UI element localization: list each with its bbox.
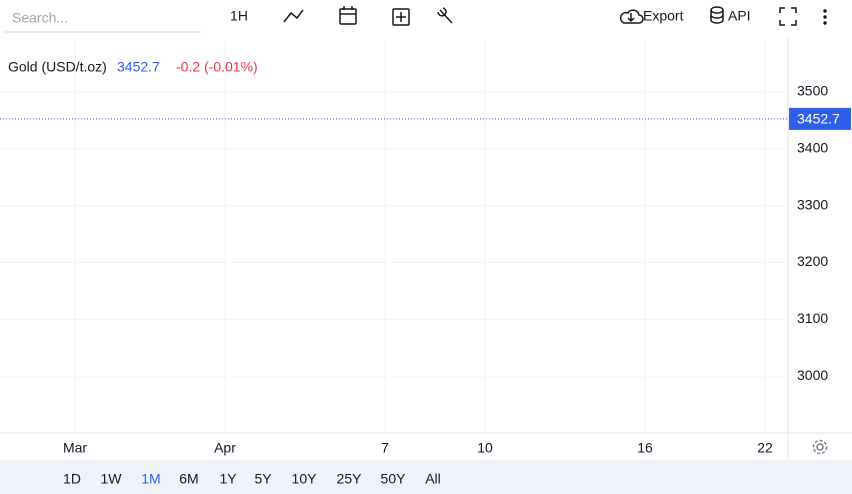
range-button[interactable]: All (425, 471, 441, 487)
range-bar (0, 460, 852, 494)
settings-icon[interactable] (812, 439, 828, 455)
range-button[interactable]: 50Y (381, 471, 407, 487)
last-price-box (789, 107, 851, 130)
x-tick-label: 7 (381, 440, 389, 456)
range-button[interactable]: 1M (141, 471, 160, 487)
x-tick-label: 10 (477, 440, 493, 456)
marks: 3452.7 (0, 107, 851, 130)
interval-button[interactable]: 1H (230, 8, 248, 24)
range-button[interactable]: 1Y (219, 471, 237, 487)
y-tick-label: 3000 (797, 367, 828, 383)
range-button[interactable]: 5Y (254, 471, 272, 487)
fullscreen-icon[interactable] (779, 7, 797, 26)
tools-icon[interactable] (437, 7, 453, 24)
api-icon[interactable] (710, 6, 724, 24)
add-icon[interactable] (392, 8, 410, 26)
search-input[interactable]: Search... (12, 10, 68, 26)
legend-change: -0.2 (-0.01%) (176, 59, 258, 75)
chart-type-icon[interactable] (283, 9, 304, 23)
y-tick-label: 3200 (797, 253, 828, 269)
calendar-icon[interactable] (339, 6, 357, 25)
api-button[interactable]: API (728, 8, 751, 24)
x-tick-label: 22 (757, 440, 773, 456)
x-tick-label: Apr (214, 440, 236, 456)
range-button[interactable]: 10Y (292, 471, 318, 487)
menu-icon[interactable] (823, 9, 827, 25)
grid: 3000 3100 3200 3300 3400 3500 Mar Apr 7 10 16 22 (0, 38, 828, 456)
range-buttons: 1D 1W 1M 6M 1Y 5Y 10Y 25Y 50Y All (63, 471, 441, 487)
range-button[interactable]: 1W (101, 471, 123, 487)
x-tick-label: 16 (637, 440, 653, 456)
range-button[interactable]: 1D (63, 471, 81, 487)
range-button[interactable]: 6M (179, 471, 198, 487)
y-tick-label: 3400 (797, 140, 828, 156)
y-tick-label: 3100 (797, 310, 828, 326)
x-tick-label: Mar (63, 440, 87, 456)
export-button[interactable]: Export (643, 8, 684, 24)
export-icon[interactable] (619, 9, 644, 24)
range-button[interactable]: 25Y (337, 471, 363, 487)
legend-last: 3452.7 (117, 59, 160, 75)
last-price-label: 3452.7 (797, 111, 840, 127)
y-tick-label: 3300 (797, 196, 828, 212)
legend-name: Gold (USD/t.oz) (8, 59, 107, 75)
y-tick-label: 3500 (797, 83, 828, 99)
